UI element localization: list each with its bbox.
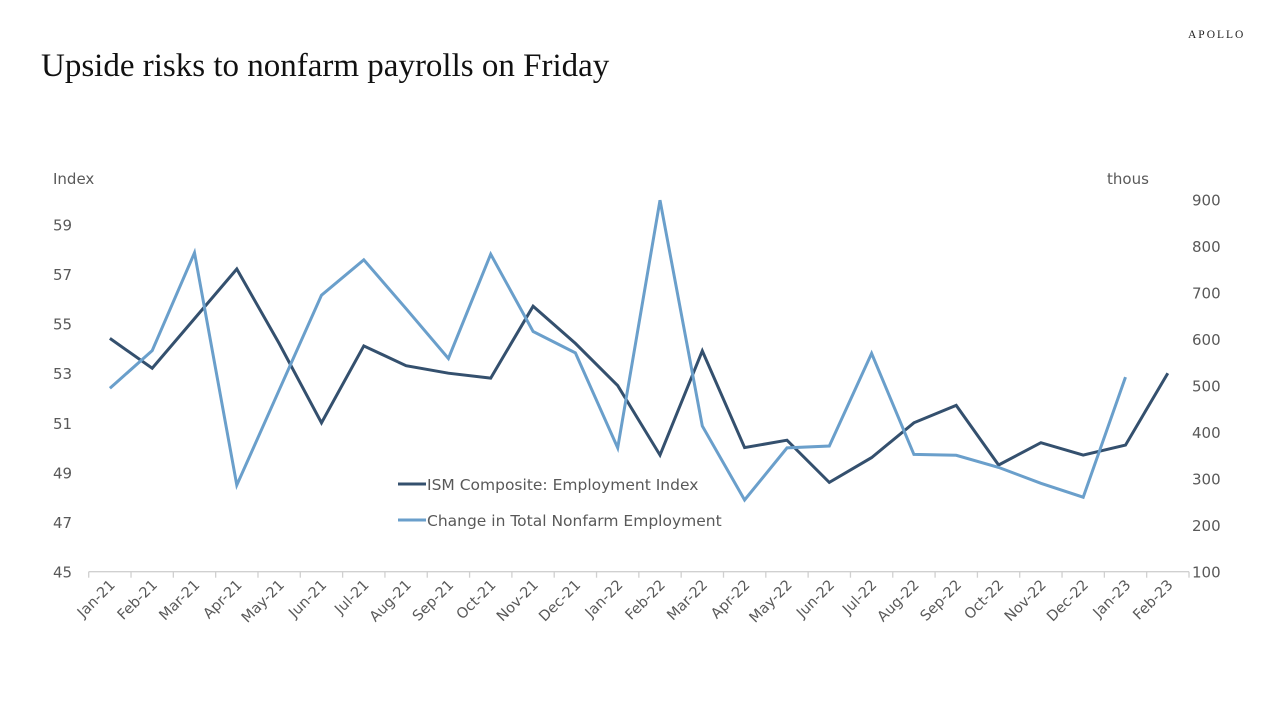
x-tick-label: Nov-22 [1002,577,1050,625]
legend-label-nonfarm: Change in Total Nonfarm Employment [427,512,722,530]
right-axis-label: thous [1107,170,1149,188]
right-y-tick-label: 500 [1192,378,1221,396]
ism-employment-line [109,266,1170,485]
left-y-tick-label: 53 [53,365,72,383]
legend: ISM Composite: Employment Index Change i… [398,476,722,530]
x-tick-label: Nov-21 [494,577,542,625]
right-y-tick-label: 600 [1192,331,1221,349]
x-tick-label: Dec-21 [536,577,584,625]
x-tick-label: Feb-22 [623,577,669,623]
x-tick-label: Oct-22 [962,577,1008,623]
x-tick-label: Jun-21 [285,577,330,622]
x-tick-label: May-21 [239,577,288,626]
x-tick-label: Sep-21 [410,577,457,624]
x-tick-label: Feb-23 [1130,577,1176,623]
left-y-tick-label: 49 [53,464,72,482]
x-tick-label: Feb-21 [115,577,161,623]
right-y-tick-label: 100 [1192,564,1221,582]
left-y-tick-label: 45 [53,564,72,582]
nonfarm-employment-line [108,199,1127,503]
left-y-tick-label: 55 [53,316,72,334]
x-tick-label: May-22 [747,577,796,626]
x-tick-label: Aug-22 [875,577,923,625]
left-axis-label: Index [53,170,94,188]
right-y-tick-label: 800 [1192,238,1221,256]
x-tick-label: Dec-22 [1044,577,1092,625]
x-tick-label: Mar-22 [664,577,711,624]
x-tick-label: Oct-21 [454,577,500,623]
right-y-tick-label: 900 [1192,191,1221,209]
x-tick-label: Aug-21 [367,577,415,625]
x-tick-label: Jul-22 [839,577,880,618]
left-y-tick-label: 59 [53,216,72,234]
left-y-tick-label: 47 [53,514,72,532]
apollo-logo: APOLLO [1188,29,1246,41]
right-y-tick-label: 700 [1192,284,1221,302]
left-y-tick-label: 51 [53,415,72,433]
x-tick-label: Mar-21 [157,577,204,624]
x-tick-label: Jan-21 [74,577,119,622]
x-tick-label: Jan-23 [1090,577,1135,622]
x-tick-label: Jun-22 [793,577,838,622]
left-y-tick-label: 57 [53,266,72,284]
right-y-tick-label: 400 [1192,424,1221,442]
x-tick-label: Sep-22 [918,577,965,624]
legend-label-ism: ISM Composite: Employment Index [427,476,698,494]
right-y-tick-label: 200 [1192,517,1221,535]
right-y-tick-label: 300 [1192,471,1221,489]
chart-title: Upside risks to nonfarm payrolls on Frid… [41,48,610,84]
x-tick-label: Jul-21 [331,577,372,618]
x-tick-label: Jan-22 [582,577,627,622]
